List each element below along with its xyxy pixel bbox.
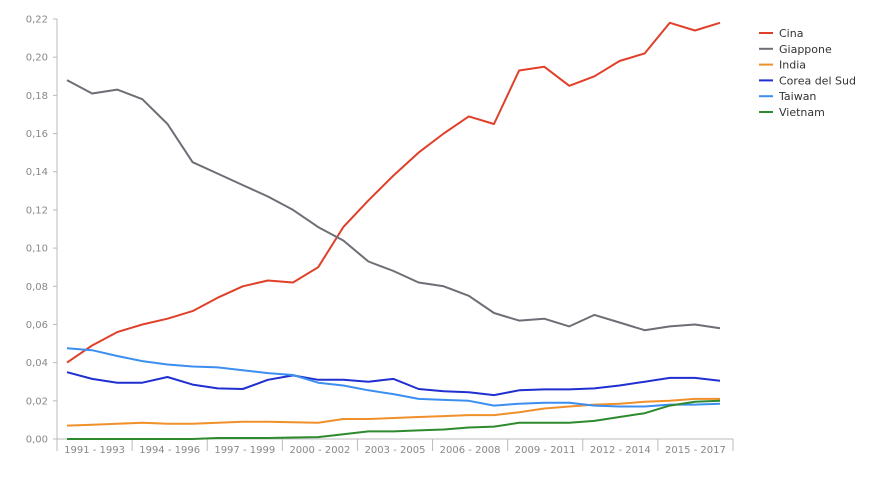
y-tick-label: 0,10 — [26, 244, 48, 255]
y-tick-label: 0,02 — [26, 396, 48, 407]
legend: Cina Giappone India Corea del Sud Taiwan Viet… — [759, 27, 856, 119]
legend-label: Corea del Sud — [779, 74, 856, 87]
series-line-taiwan — [66, 347, 721, 408]
series-line-vietnam — [67, 399, 721, 440]
axes: 0,00 0,02 0,04 0,06 0,08 0,10 0,12 0,14 0,16 0,18… — [26, 15, 734, 456]
y-tick-label: 0,08 — [26, 282, 48, 293]
legend-label: India — [779, 59, 806, 72]
series-line-giappone — [66, 79, 721, 332]
x-tick-label: 1994 - 1996 — [139, 445, 200, 456]
x-tick-label: 2009 - 2011 — [515, 445, 576, 456]
x-tick-label: 2000 - 2002 — [289, 445, 350, 456]
series-line-corea-del-sud — [66, 371, 721, 397]
y-tick-label: 0,06 — [26, 320, 48, 331]
y-tick-label: 0,16 — [26, 129, 48, 140]
y-tick-label: 0,20 — [26, 53, 48, 64]
y-tick-label: 0,04 — [26, 358, 48, 369]
x-tick-label: 2003 - 2005 — [365, 445, 426, 456]
y-tick-label: 0,22 — [26, 15, 48, 26]
legend-label: Vietnam — [779, 106, 825, 119]
x-tick-label: 1991 - 1993 — [64, 445, 125, 456]
series-layer — [66, 21, 721, 440]
y-tick-label: 0,00 — [26, 435, 48, 446]
y-tick-label: 0,18 — [26, 91, 48, 102]
legend-label: Taiwan — [778, 90, 816, 103]
y-tick-label: 0,14 — [26, 167, 48, 178]
x-tick-label: 2015 - 2017 — [665, 445, 726, 456]
y-tick-label: 0,12 — [26, 205, 48, 216]
legend-label: Cina — [779, 27, 803, 40]
series-line-cina — [66, 21, 721, 364]
x-tick-label: 2012 - 2014 — [590, 445, 651, 456]
series-line-india — [66, 397, 720, 427]
x-tick-label: 1997 - 1999 — [214, 445, 275, 456]
x-tick-label: 2006 - 2008 — [440, 445, 501, 456]
legend-label: Giappone — [779, 43, 832, 56]
